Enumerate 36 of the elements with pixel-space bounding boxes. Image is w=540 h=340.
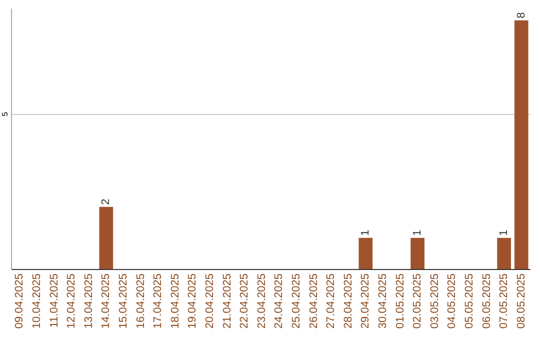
x-tick-label: 07.05.2025 xyxy=(498,274,510,329)
x-tick-label: 28.04.2025 xyxy=(342,274,354,329)
x-tick-label: 03.05.2025 xyxy=(428,274,441,329)
x-tick-label: 01.05.2025 xyxy=(394,274,406,329)
x-tick-label: 30.04.2025 xyxy=(376,274,389,329)
x-tick-label: 23.04.2025 xyxy=(256,274,268,329)
x-tick-label: 21.04.2025 xyxy=(221,274,234,329)
x-tick-label: 10.04.2025 xyxy=(30,274,43,329)
x-tick-label: 12.04.2025 xyxy=(66,274,78,329)
x-tick-label: 24.04.2025 xyxy=(273,274,286,329)
x-tick-label: 06.05.2025 xyxy=(480,274,493,329)
x-tick-label: 04.05.2025 xyxy=(446,274,458,329)
x-tick-label: 13.04.2025 xyxy=(82,274,95,329)
x-tick-label: 19.04.2025 xyxy=(186,274,199,329)
x-tick-label: 27.04.2025 xyxy=(325,274,338,329)
x-tick-label: 17.04.2025 xyxy=(152,274,164,329)
x-tick-label: 15.04.2025 xyxy=(117,274,130,329)
x-tick-label: 09.04.2025 xyxy=(14,274,26,329)
x-tick-label: 26.04.2025 xyxy=(308,274,320,329)
x-tick-label: 25.04.2025 xyxy=(290,274,302,329)
x-tick-label: 08.05.2025 xyxy=(515,274,528,329)
y-tick-label: 5 xyxy=(0,111,10,116)
data-label: 1 xyxy=(498,230,510,236)
x-tick-label: 16.04.2025 xyxy=(134,274,147,329)
data-label: 8 xyxy=(515,12,528,18)
x-tick-label: 18.04.2025 xyxy=(169,274,182,329)
x-tick-label: 11.04.2025 xyxy=(48,274,60,328)
x-tick-label: 20.04.2025 xyxy=(204,274,216,329)
x-tick-label: 05.05.2025 xyxy=(463,274,476,329)
data-label: 1 xyxy=(360,230,372,236)
x-tick-label: 14.04.2025 xyxy=(100,274,112,329)
x-tick-label: 29.04.2025 xyxy=(360,274,372,329)
x-tick-label: 02.05.2025 xyxy=(412,274,424,329)
data-label: 1 xyxy=(412,230,424,236)
x-tick-label: 22.04.2025 xyxy=(238,274,251,329)
data-label: 2 xyxy=(100,198,112,205)
